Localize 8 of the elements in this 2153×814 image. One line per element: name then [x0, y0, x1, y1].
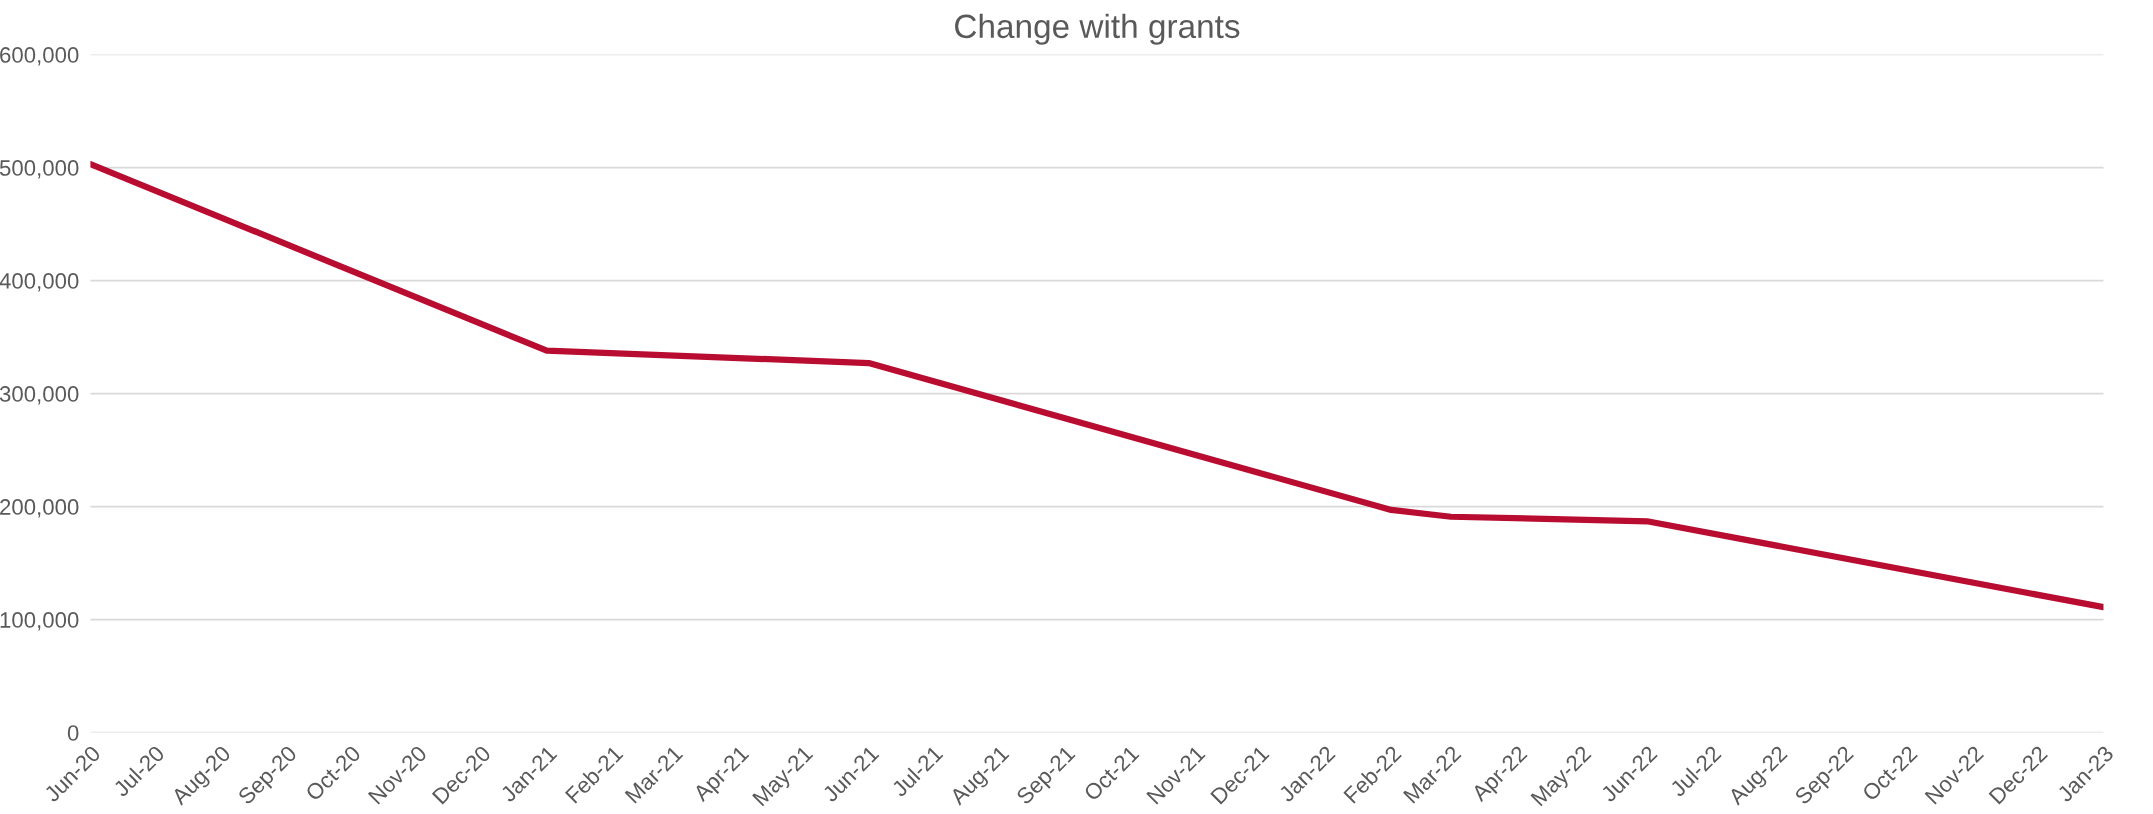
y-tick-label: 100,000: [0, 612, 79, 631]
y-tick-label: 600,000: [0, 47, 79, 66]
y-tick-label: 300,000: [0, 386, 79, 405]
y-tick-label: 400,000: [0, 273, 79, 292]
y-tick-label: 0: [67, 725, 79, 741]
y-tick-label: 200,000: [0, 499, 79, 518]
y-tick-label: 500,000: [0, 160, 79, 179]
chart-title: Change with grants: [955, 13, 1240, 45]
